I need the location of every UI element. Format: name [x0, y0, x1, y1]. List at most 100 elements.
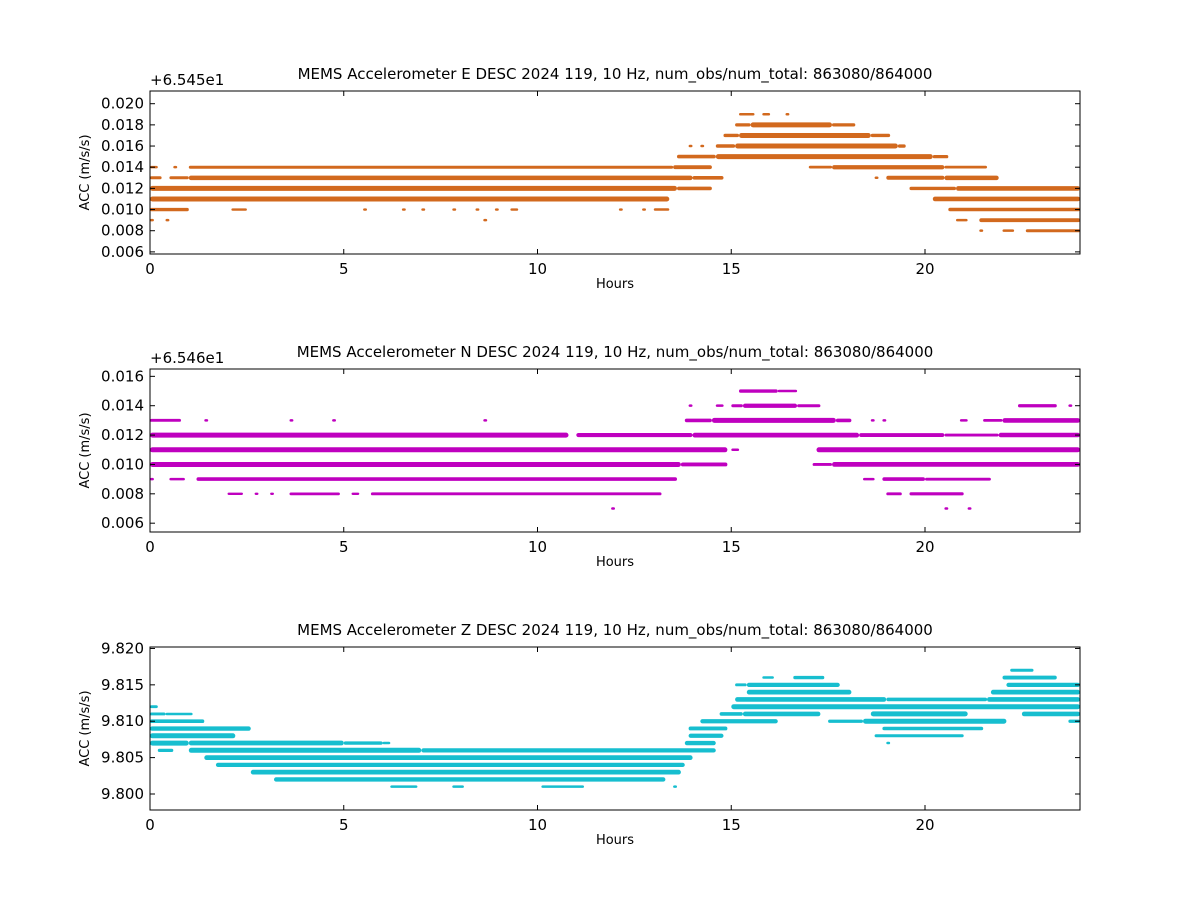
y-tick-label: 9.820 [101, 639, 144, 657]
data-band-e-6-3 [673, 165, 712, 170]
x-tick-label: 15 [722, 538, 741, 556]
data-band-z-1-2 [1002, 675, 1057, 680]
chart-n-title: MEMS Accelerometer N DESC 2024 119, 10 H… [297, 343, 934, 362]
data-band-e-11-4 [979, 218, 1081, 223]
data-band-n-7-3 [289, 492, 340, 496]
data-band-e-10-7 [494, 208, 499, 211]
data-band-z-8-1 [688, 726, 728, 731]
data-band-e-12-1 [1002, 229, 1015, 232]
data-band-e-7-2 [188, 175, 693, 181]
data-band-e-7-5 [886, 175, 945, 180]
data-band-e-11-2 [483, 218, 488, 222]
data-band-z-7-2 [828, 719, 863, 723]
data-band-e-11-3 [956, 218, 968, 222]
data-band-e-2-1 [750, 122, 832, 128]
data-band-z-14-0 [250, 769, 681, 775]
data-band-e-8-2 [909, 186, 956, 191]
x-tick-label: 20 [915, 816, 934, 834]
data-band-e-3-1 [739, 133, 871, 138]
data-band-n-6-4 [882, 477, 925, 481]
chart-z-y-axis: 9.800 9.805 9.810 9.815 9.820 [101, 639, 1080, 803]
chart-n-data-points [150, 389, 1080, 510]
data-band-n-7-7 [909, 492, 964, 496]
data-band-z-2-1 [746, 682, 840, 687]
data-band-e-4-2 [715, 144, 736, 148]
data-band-z-10-0 [150, 740, 189, 746]
data-band-e-6-5 [832, 165, 945, 170]
data-band-e-6-6 [944, 165, 987, 169]
data-band-z-4-1 [886, 697, 988, 702]
data-band-e-11-0 [150, 218, 154, 222]
data-band-n-2-12 [1002, 418, 1080, 423]
data-band-n-2-3 [332, 419, 336, 422]
x-tick-label: 10 [528, 260, 547, 278]
data-band-e-7-6 [944, 175, 999, 181]
data-band-n-1-5 [1018, 404, 1057, 408]
data-band-e-4-0 [688, 144, 693, 148]
data-band-z-2-2 [1006, 682, 1080, 687]
data-band-e-5-1 [715, 154, 933, 160]
data-band-e-3-0 [723, 133, 739, 138]
data-band-z-9-0 [150, 733, 236, 739]
data-band-n-2-9 [882, 419, 887, 422]
data-band-e-9-0 [150, 196, 670, 202]
data-band-z-10-3 [382, 741, 391, 745]
data-band-n-6-3 [863, 477, 875, 481]
data-band-e-8-0 [150, 185, 677, 191]
data-band-e-2-2 [832, 123, 856, 127]
data-band-z-6-4 [870, 711, 968, 717]
y-tick-label: 0.010 [101, 201, 144, 219]
y-tick-label: 0.012 [101, 179, 144, 197]
data-band-n-2-7 [835, 418, 852, 423]
data-band-z-8-2 [882, 726, 984, 731]
data-band-z-1-1 [793, 675, 825, 680]
data-band-z-6-0 [150, 712, 166, 716]
data-band-n-6-0 [150, 477, 154, 481]
chart-z-x-label: Hours [596, 833, 634, 848]
data-band-e-4-3 [735, 143, 898, 149]
chart-e-y-axis: 0.006 0.008 0.010 0.012 0.014 0.016 0.018 0.020 [101, 95, 1080, 261]
data-band-z-10-2 [343, 741, 383, 745]
data-band-e-8-3 [956, 186, 1080, 191]
chart-n: 0 5 10 15 20 0.006 0.008 0.010 0.012 0.014 0.016 ME… [78, 343, 1081, 570]
y-tick-label: 9.810 [101, 712, 144, 730]
y-tick-label: 0.010 [101, 455, 144, 473]
data-band-n-5-2 [812, 463, 832, 466]
data-band-n-2-8 [870, 419, 875, 422]
y-tick-label: 0.018 [101, 116, 144, 134]
data-band-n-2-0 [150, 418, 181, 422]
data-band-n-7-0 [227, 492, 243, 495]
data-band-e-1-1 [762, 113, 771, 116]
x-tick-label: 10 [528, 538, 547, 556]
y-tick-label: 0.014 [101, 158, 144, 176]
data-band-e-10-12 [948, 207, 1081, 212]
data-band-z-11-1 [188, 747, 422, 753]
data-band-z-3-1 [990, 689, 1080, 695]
chart-n-offset-text: +6.546e1 [150, 349, 224, 367]
data-band-z-11-0 [157, 748, 174, 752]
data-band-n-6-2 [196, 477, 677, 481]
data-band-n-5-1 [680, 462, 728, 467]
chart-n-y-label: ACC (m/s/s) [78, 412, 93, 488]
y-tick-label: 0.008 [101, 485, 144, 503]
data-band-n-3-0 [150, 432, 569, 438]
data-band-e-6-2 [188, 165, 674, 169]
data-band-n-5-3 [832, 462, 1080, 467]
data-band-z-6-3 [742, 711, 821, 717]
data-band-z-10-1 [188, 740, 344, 746]
data-band-e-10-10 [642, 208, 646, 211]
data-band-z-7-1 [700, 719, 778, 724]
data-band-n-1-1 [715, 404, 724, 407]
data-band-z-9-2 [874, 734, 964, 738]
data-band-n-0-1 [777, 389, 798, 393]
chart-e-data-points [150, 113, 1081, 233]
y-tick-label: 0.006 [101, 243, 144, 261]
data-band-z-9-1 [688, 733, 724, 738]
data-band-e-10-8 [510, 208, 519, 211]
data-band-z-16-1 [452, 785, 464, 788]
data-band-z-1-0 [762, 676, 774, 679]
data-band-e-4-4 [897, 144, 906, 148]
data-band-n-3-3 [859, 433, 945, 437]
data-band-n-1-4 [797, 404, 821, 408]
data-band-z-16-2 [541, 785, 584, 788]
